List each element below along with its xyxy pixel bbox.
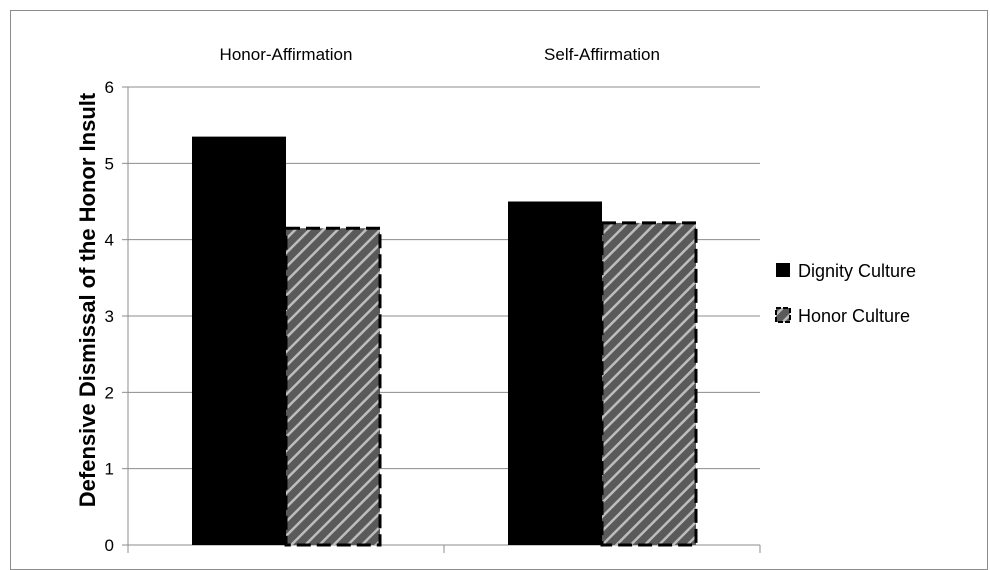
bar-dignity-culture [508,201,602,545]
y-tick-label: 5 [105,154,114,173]
bars [192,136,698,547]
bar-honor-culture [600,221,698,547]
y-tick-label: 6 [105,78,114,97]
legend-label-honor-culture: Honor Culture [798,306,910,326]
y-tick-labels: 0 1 2 3 4 5 6 [105,78,114,555]
category-label: Honor-Affirmation [220,45,353,64]
y-tick-label: 1 [105,460,114,479]
bar-dignity-culture [192,136,286,545]
bar-honor-culture [284,226,382,547]
y-tick-label: 4 [105,231,114,250]
y-tick-label: 3 [105,307,114,326]
legend-swatch-honor-culture [775,307,791,323]
legend-swatch-dignity-culture [776,263,790,277]
y-tick-label: 0 [105,536,114,555]
y-axis-title: Defensive Dismissal of the Honor Insult [75,92,100,507]
legend: Dignity Culture Honor Culture [775,261,916,326]
category-labels: Honor-Affirmation Self-Affirmation [220,45,660,64]
y-tick-label: 2 [105,383,114,402]
legend-label-dignity-culture: Dignity Culture [798,261,916,281]
category-label: Self-Affirmation [544,45,660,64]
